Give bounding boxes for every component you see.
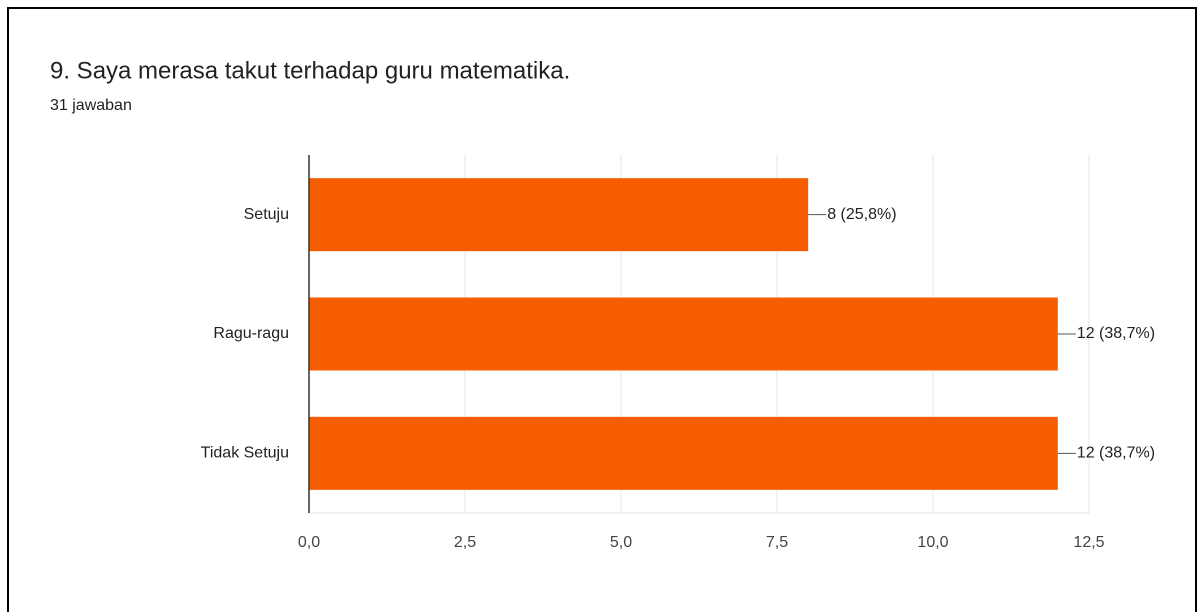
y-tick-label: Setuju xyxy=(244,206,289,223)
value-label: 12 (38,7%) xyxy=(1077,325,1155,342)
x-tick-label: 12,5 xyxy=(1073,534,1104,551)
value-label: 8 (25,8%) xyxy=(827,206,896,223)
chart-subtitle: 31 jawaban xyxy=(50,97,132,114)
bar xyxy=(309,297,1058,371)
bar xyxy=(309,178,809,252)
y-tick-label: Tidak Setuju xyxy=(201,445,289,462)
x-tick-label: 2,5 xyxy=(454,534,476,551)
x-tick-label: 7,5 xyxy=(766,534,788,551)
bar xyxy=(309,416,1058,490)
x-tick-label: 10,0 xyxy=(917,534,948,551)
x-tick-label: 5,0 xyxy=(610,534,632,551)
y-tick-label: Ragu-ragu xyxy=(213,325,289,342)
x-tick-label: 0,0 xyxy=(298,534,320,551)
chart-title: 9. Saya merasa takut terhadap guru matem… xyxy=(50,57,570,84)
value-label: 12 (38,7%) xyxy=(1077,445,1155,462)
